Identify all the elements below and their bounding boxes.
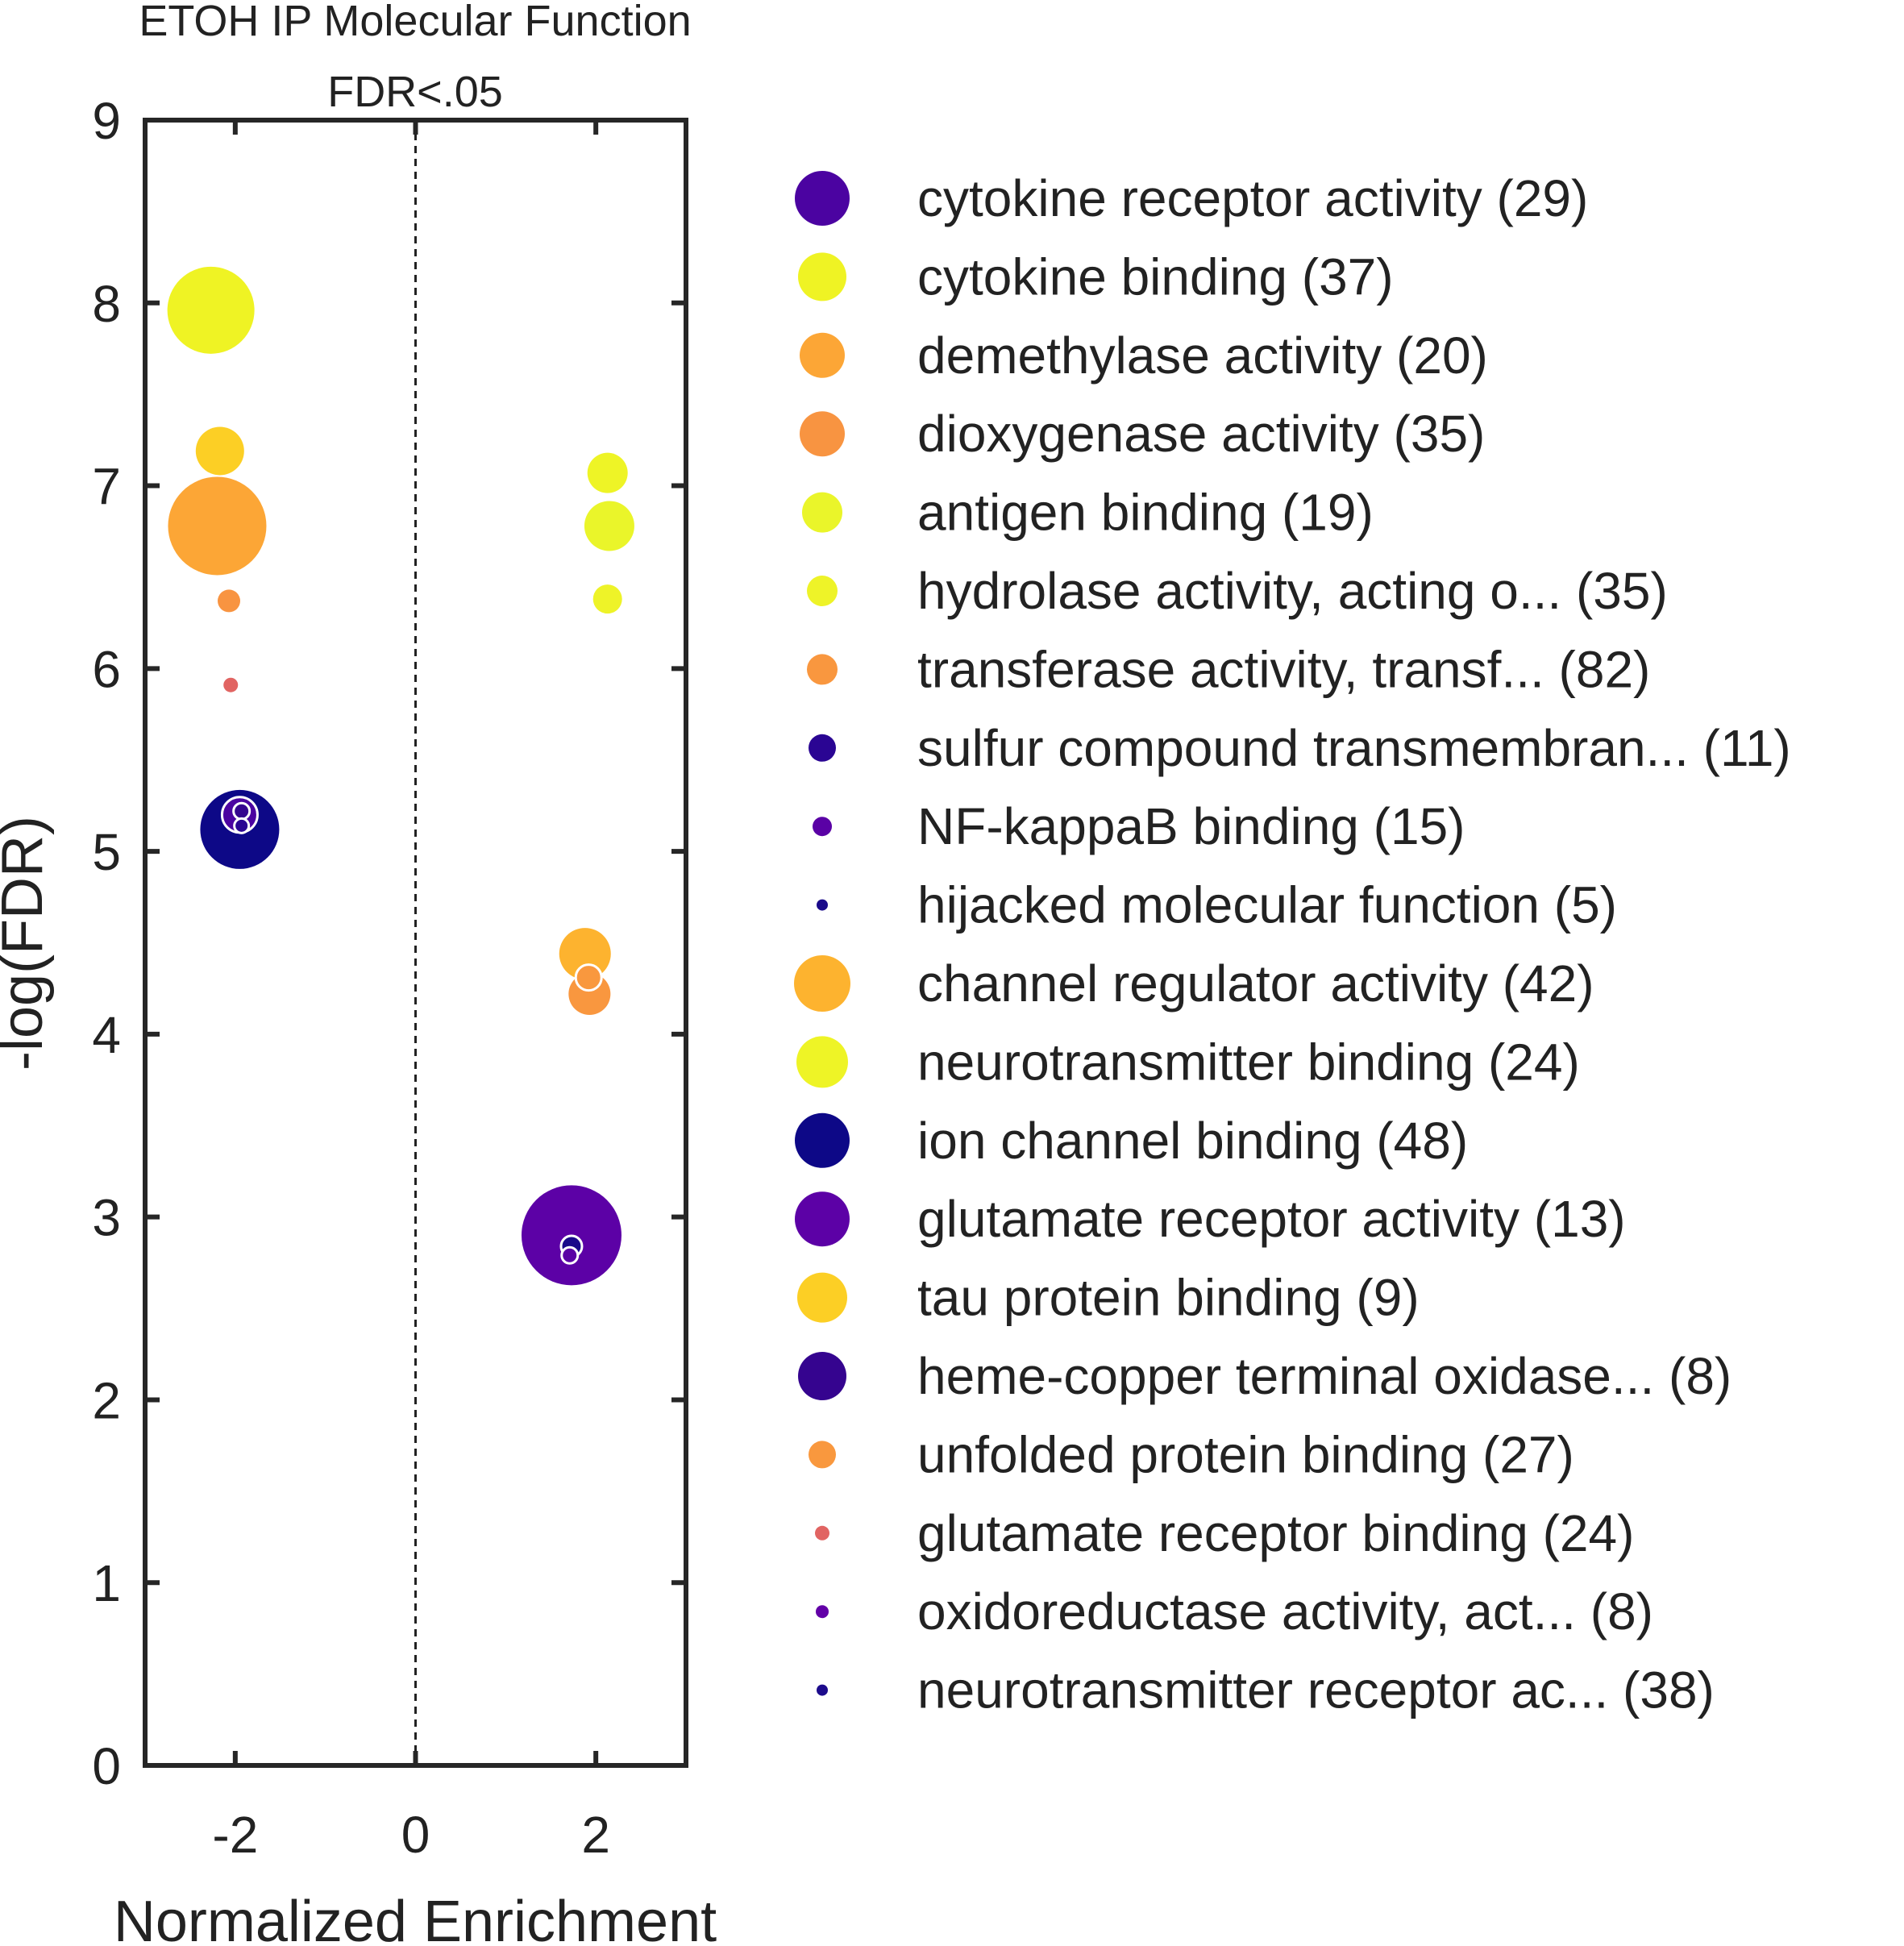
data-point-s1-p0	[167, 266, 255, 354]
chart-title: ETOH IP Molecular Function	[139, 0, 691, 45]
data-point-s2-p0	[168, 476, 267, 576]
legend-marker-7	[809, 734, 836, 762]
legend-marker-9	[817, 899, 828, 911]
legend-label-2: demethylase activity (20)	[917, 326, 1488, 385]
y-tick-label-2: 2	[92, 1371, 121, 1429]
x-tick-label-1: 0	[401, 1806, 430, 1864]
legend-marker-11	[796, 1036, 848, 1088]
legend-label-13: glutamate receptor activity (13)	[917, 1190, 1626, 1248]
legend-label-7: sulfur compound transmembran... (11)	[917, 719, 1791, 777]
axes-layer: 0 1 2 3 4 5 6 7 8 9 -2 0 2	[92, 92, 686, 1864]
legend-label-10: channel regulator activity (42)	[917, 954, 1594, 1013]
legend-label-17: glutamate receptor binding (24)	[917, 1504, 1634, 1562]
points-layer	[167, 266, 634, 1286]
data-point-s14-p0	[195, 426, 244, 476]
legend-marker-6	[807, 654, 838, 685]
y-tick-label-5: 5	[92, 823, 121, 881]
y-tick-label-0: 0	[92, 1737, 121, 1795]
y-tick-label-1: 1	[92, 1554, 121, 1612]
legend-label-16: unfolded protein binding (27)	[917, 1425, 1574, 1483]
legend-label-11: neurotransmitter binding (24)	[917, 1033, 1580, 1091]
legend-marker-13	[795, 1191, 850, 1247]
legend-label-12: ion channel binding (48)	[917, 1112, 1468, 1170]
legend-label-18: oxidoreductase activity, act... (8)	[917, 1582, 1653, 1640]
legend-marker-19	[817, 1684, 828, 1696]
legend-marker-3	[800, 411, 845, 457]
data-point-s17-p0	[223, 677, 239, 692]
legend-marker-14	[797, 1272, 847, 1323]
legend-marker-5	[807, 576, 838, 606]
legend-marker-12	[795, 1112, 850, 1168]
data-point-s7-p0	[233, 817, 251, 834]
legend-label-15: heme-copper terminal oxidase... (8)	[917, 1347, 1731, 1405]
legend-marker-15	[798, 1352, 846, 1400]
legend-marker-2	[800, 332, 845, 378]
data-point-s15-p0	[232, 801, 252, 821]
data-point-s11-p0	[587, 452, 628, 493]
data-point-s4-p0	[584, 501, 634, 551]
legend-label-6: transferase activity, transf... (82)	[917, 640, 1650, 698]
legend-marker-16	[809, 1441, 836, 1469]
legend: cytokine receptor activity (29) cytokine …	[794, 169, 1791, 1719]
legend-marker-10	[794, 955, 850, 1012]
y-tick-label-8: 8	[92, 275, 121, 333]
legend-marker-17	[815, 1525, 829, 1541]
legend-marker-18	[816, 1605, 829, 1619]
legend-marker-4	[802, 492, 842, 533]
x-tick-label-0: -2	[212, 1806, 258, 1864]
legend-label-0: cytokine receptor activity (29)	[917, 169, 1588, 227]
legend-label-3: dioxygenase activity (35)	[917, 405, 1485, 463]
y-tick-label-9: 9	[92, 92, 121, 150]
y-axis-label: -log(FDR)	[0, 816, 55, 1071]
legend-label-9: hijacked molecular function (5)	[917, 876, 1617, 934]
data-point-s16-p0	[574, 963, 603, 992]
legend-label-19: neurotransmitter receptor ac... (38)	[917, 1661, 1715, 1719]
data-point-s10-p0	[559, 928, 611, 980]
legend-label-1: cytokine binding (37)	[917, 247, 1394, 306]
data-point-s3-p0	[218, 589, 241, 613]
data-point-s5-p0	[592, 584, 622, 614]
chart-subtitle: FDR<.05	[327, 68, 503, 116]
y-tick-label-7: 7	[92, 458, 121, 516]
legend-label-5: hydrolase activity, acting o... (35)	[917, 562, 1668, 620]
y-tick-label-3: 3	[92, 1189, 121, 1247]
legend-marker-8	[813, 817, 832, 837]
x-axis-label: Normalized Enrichment	[114, 1890, 717, 1946]
y-tick-label-6: 6	[92, 640, 121, 698]
legend-label-4: antigen binding (19)	[917, 484, 1374, 542]
legend-marker-1	[798, 252, 846, 301]
legend-marker-0	[795, 171, 850, 226]
y-tick-label-4: 4	[92, 1006, 121, 1064]
legend-label-8: NF-kappaB binding (15)	[917, 797, 1465, 855]
x-tick-label-2: 2	[581, 1806, 610, 1864]
data-point-s8-p0	[560, 1245, 580, 1265]
legend-label-14: tau protein binding (9)	[917, 1269, 1420, 1327]
